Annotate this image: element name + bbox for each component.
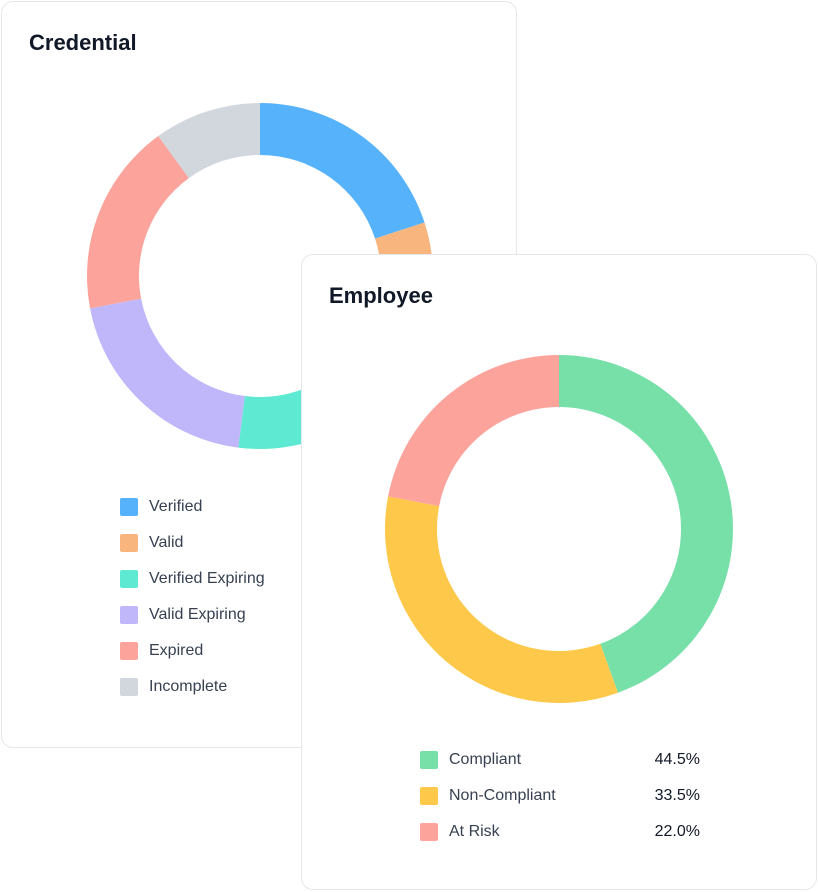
legend-item-valid: Valid (120, 525, 265, 561)
legend-value: 33.5% (654, 787, 700, 804)
legend-swatch (120, 642, 138, 660)
legend-label: Compliant (449, 751, 522, 768)
legend-item-compliant: Compliant 44.5% (420, 742, 700, 778)
legend-label: At Risk (449, 823, 500, 840)
legend-item-non-compliant: Non-Compliant 33.5% (420, 778, 700, 814)
legend-item-expired: Expired (120, 633, 265, 669)
donut-slice-non-compliant (384, 496, 618, 703)
credential-legend: Verified Valid Verified Expiring Valid E… (120, 489, 265, 705)
employee-legend: Compliant 44.5% Non-Compliant 33.5% At Ris… (420, 742, 700, 850)
employee-card: Employee Compliant 44.5% Non-Compliant 33.… (301, 254, 817, 890)
legend-label: Expired (149, 642, 204, 659)
employee-donut-chart (384, 355, 733, 703)
donut-slice-at-risk (388, 355, 559, 507)
legend-label: Incomplete (149, 678, 228, 695)
legend-item-verified-expiring: Verified Expiring (120, 561, 265, 597)
legend-label: Non-Compliant (449, 787, 556, 804)
donut-slice-expired (86, 136, 189, 309)
legend-swatch (120, 534, 138, 552)
legend-swatch (120, 606, 138, 624)
legend-item-incomplete: Incomplete (120, 669, 265, 705)
legend-label: Verified (149, 498, 203, 515)
legend-label: Valid Expiring (149, 606, 246, 623)
donut-slice-valid-expiring (90, 298, 245, 448)
legend-item-valid-expiring: Valid Expiring (120, 597, 265, 633)
legend-swatch (420, 751, 438, 769)
legend-label: Valid (149, 534, 184, 551)
legend-swatch (420, 787, 438, 805)
legend-item-verified: Verified (120, 489, 265, 525)
legend-swatch (120, 498, 138, 516)
legend-item-at-risk: At Risk 22.0% (420, 814, 700, 850)
legend-value: 22.0% (654, 823, 700, 840)
donut-slice-compliant (559, 355, 733, 693)
legend-swatch (120, 570, 138, 588)
legend-swatch (120, 678, 138, 696)
donut-slice-verified (260, 103, 425, 239)
donut-slice-incomplete (158, 103, 260, 179)
legend-swatch (420, 823, 438, 841)
credential-title: Credential (29, 30, 137, 55)
legend-label: Verified Expiring (149, 570, 265, 587)
legend-value: 44.5% (654, 751, 700, 768)
employee-title: Employee (329, 283, 433, 308)
